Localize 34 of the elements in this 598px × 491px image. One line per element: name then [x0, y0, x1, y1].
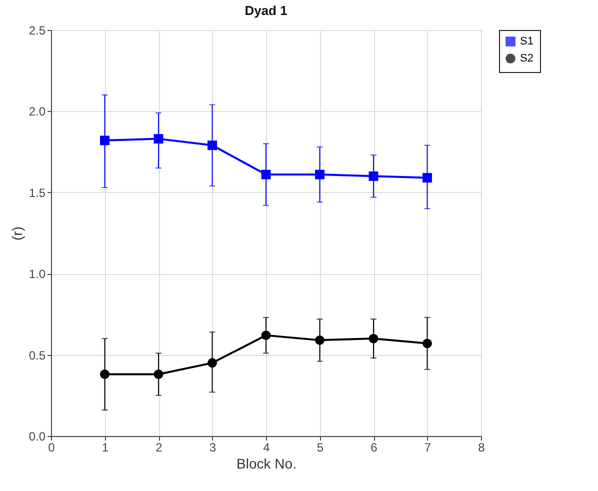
y-tick-label: 0.5	[28, 348, 46, 362]
point	[261, 330, 271, 340]
y-tick-label: 2.0	[28, 104, 46, 119]
x-tick-label: 8	[478, 440, 486, 454]
point	[154, 134, 164, 144]
y-tick-label: 1.0	[28, 267, 46, 282]
x-tick-label: 1	[102, 440, 109, 454]
x-tick-label: 6	[370, 440, 378, 454]
x-tick-label: 5	[316, 440, 324, 454]
y-tick-label: 2.5	[28, 24, 46, 38]
x-tick-label: 3	[209, 440, 216, 454]
y-axis-title: (r)	[8, 226, 25, 240]
x-tick-label: 7	[424, 440, 432, 454]
point	[315, 335, 324, 345]
point	[154, 370, 164, 380]
point	[208, 140, 217, 150]
point	[422, 338, 432, 348]
x-tick-label: 4	[263, 440, 270, 454]
point	[422, 173, 432, 183]
point	[368, 171, 378, 181]
chart-title: Dyad 1	[244, 3, 288, 18]
y-tick-label: 1.5	[28, 186, 46, 200]
legend-label: S1	[520, 36, 534, 48]
point	[100, 136, 110, 146]
y-tick-label: 0.0	[28, 430, 46, 444]
x-tick-label: 2	[156, 440, 163, 454]
point	[208, 358, 217, 368]
legend-label: S2	[520, 52, 534, 64]
point	[368, 334, 378, 344]
point	[261, 170, 271, 180]
x-axis-title: Block No.	[236, 456, 296, 472]
point	[315, 170, 324, 180]
x-tick-label: 0	[48, 440, 56, 454]
point	[100, 370, 110, 380]
